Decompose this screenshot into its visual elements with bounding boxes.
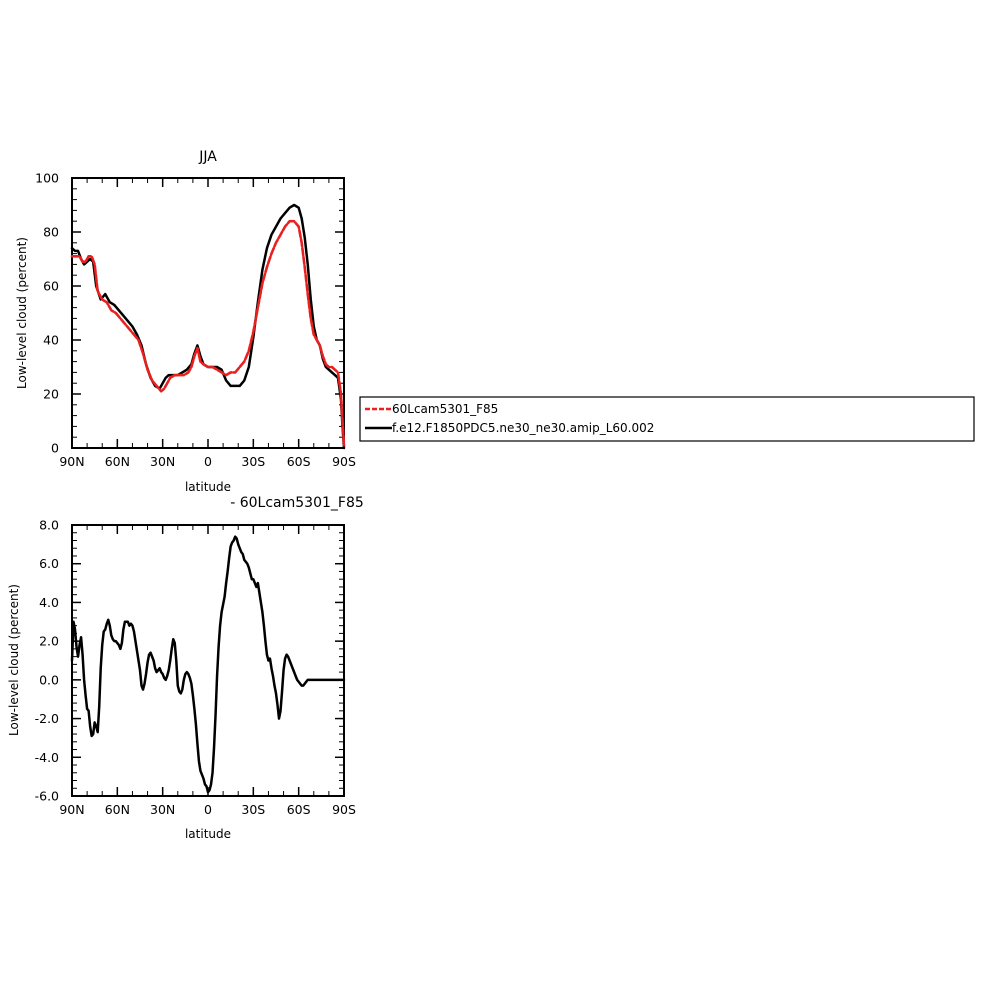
x-tick-label: 0 xyxy=(204,454,212,469)
top-series-line-1 xyxy=(70,219,346,447)
top-panel-title: JJA xyxy=(198,149,217,165)
x-tick-label: 30N xyxy=(150,454,175,469)
top-x-tick-labels: 90N 60N 30N 0 30S 60S 90S xyxy=(59,454,356,469)
top-plot-frame xyxy=(71,177,345,449)
x-tick-label: 90N xyxy=(59,454,84,469)
x-tick-label: 60S xyxy=(287,802,311,817)
x-tick-label: 60N xyxy=(105,802,130,817)
top-series-lines xyxy=(70,203,346,450)
x-tick-label: 60S xyxy=(287,454,311,469)
y-tick-label: -2.0 xyxy=(35,711,59,726)
bottom-y-tick-labels: -6.0 -4.0 -2.0 0.0 2.0 4.0 6.0 8.0 xyxy=(35,518,59,804)
x-tick-label: 90N xyxy=(59,802,84,817)
y-tick-label: 60 xyxy=(43,279,59,294)
y-tick-label: 4.0 xyxy=(39,595,59,610)
bottom-panel-title: - 60Lcam5301_F85 xyxy=(230,495,364,511)
top-series-line-2 xyxy=(70,203,346,450)
bottom-x-tick-labels: 90N 60N 30N 0 30S 60S 90S xyxy=(59,802,356,817)
x-tick-label: 30N xyxy=(150,802,175,817)
x-tick-label: 60N xyxy=(105,454,130,469)
x-tick-label: 90S xyxy=(332,454,356,469)
y-tick-label: 8.0 xyxy=(39,518,59,533)
y-tick-label: -6.0 xyxy=(35,789,59,804)
y-tick-label: 0.0 xyxy=(39,672,59,687)
y-tick-label: 0 xyxy=(51,441,59,456)
legend-box xyxy=(359,396,975,442)
top-panel: JJA 90N 60N 30N 0 30S 60S 90S 0 20 40 60 80 100 lat… xyxy=(15,149,356,494)
y-tick-label: 20 xyxy=(43,387,59,402)
x-tick-label: 30S xyxy=(241,802,265,817)
top-x-axis-label: latitude xyxy=(185,480,231,494)
bottom-series-lines xyxy=(70,535,346,794)
x-tick-label: 30S xyxy=(241,454,265,469)
bottom-x-axis-label: latitude xyxy=(185,827,231,841)
x-tick-label: 90S xyxy=(332,802,356,817)
bottom-y-axis-label: Low-level cloud (percent) xyxy=(7,584,21,736)
legend-label-series-1: 60Lcam5301_F85 xyxy=(392,402,498,416)
bottom-panel: - 60Lcam5301_F85 90N 60N 30N 0 30S 60S 90S -6.… xyxy=(7,495,364,841)
x-tick-label: 0 xyxy=(204,802,212,817)
bottom-plot-frame xyxy=(71,524,345,797)
top-y-axis-label: Low-level cloud (percent) xyxy=(15,237,29,389)
y-tick-label: 6.0 xyxy=(39,556,59,571)
y-tick-label: 100 xyxy=(35,171,59,186)
top-y-tick-labels: 0 20 40 60 80 100 xyxy=(35,171,59,456)
y-tick-label: 80 xyxy=(43,225,59,240)
legend-label-series-2: f.e12.F1850PDC5.ne30_ne30.amip_L60.002 xyxy=(392,421,654,435)
legend: 60Lcam5301_F85 f.e12.F1850PDC5.ne30_ne30… xyxy=(359,396,975,442)
bottom-series-line-1 xyxy=(70,535,346,794)
bottom-axis-ticks xyxy=(71,524,345,797)
y-tick-label: 40 xyxy=(43,333,59,348)
y-tick-label: -4.0 xyxy=(35,750,59,765)
top-axis-ticks xyxy=(71,177,345,449)
y-tick-label: 2.0 xyxy=(39,634,59,649)
